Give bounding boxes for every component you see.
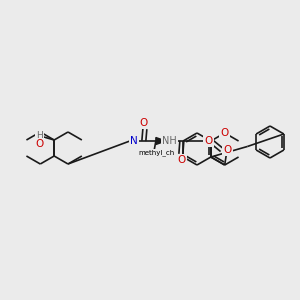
Text: O: O — [205, 136, 213, 146]
Text: NH: NH — [163, 136, 177, 146]
Polygon shape — [156, 137, 166, 145]
Text: methyl_ch: methyl_ch — [139, 150, 175, 156]
Text: O: O — [178, 155, 186, 165]
Text: H: H — [36, 131, 43, 140]
Text: N: N — [130, 136, 138, 146]
Text: O: O — [35, 139, 44, 149]
Text: O: O — [140, 118, 148, 128]
Text: O: O — [220, 128, 229, 138]
Text: O: O — [224, 145, 232, 155]
